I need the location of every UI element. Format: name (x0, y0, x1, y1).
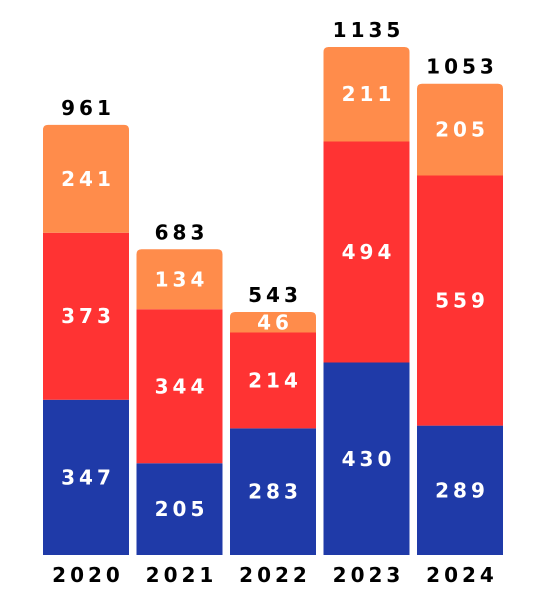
bar-segment-2023-1 (323, 141, 410, 363)
bar-segment-2022-2 (230, 311, 316, 333)
segment-value-label-2023-1: 494 (342, 240, 396, 264)
bar-segment-2020-0 (43, 399, 129, 555)
category-label-2020: 2020 (52, 563, 124, 587)
category-label-2023: 2023 (333, 563, 405, 587)
bar-segment-2023-0 (323, 362, 410, 555)
segment-value-label-2021-1: 344 (155, 374, 209, 398)
category-label-2024: 2024 (426, 563, 498, 587)
bar-segment-2022-0 (230, 428, 316, 555)
bar-segment-2021-0 (136, 463, 223, 555)
segment-value-label-2022-1: 214 (248, 368, 302, 392)
bar-segment-2021-1 (136, 309, 223, 464)
segment-value-label-2024-2: 205 (435, 118, 489, 142)
category-label-2022: 2022 (239, 563, 311, 587)
total-label-2023: 1135 (333, 18, 405, 42)
bar-segment-2023-2 (323, 47, 410, 142)
segment-value-label-2023-2: 211 (342, 82, 396, 106)
bar-segment-2024-2 (417, 83, 503, 176)
bar-segment-2022-1 (230, 332, 316, 429)
total-label-2024: 1053 (426, 55, 498, 79)
segment-value-label-2020-2: 241 (61, 167, 115, 191)
segment-value-label-2024-0: 289 (435, 478, 489, 502)
total-label-2021: 683 (155, 220, 209, 244)
segment-value-label-2020-1: 373 (61, 304, 115, 328)
segment-value-label-2022-0: 283 (248, 480, 302, 504)
bars-layer (43, 47, 503, 555)
bar-segment-2020-2 (43, 124, 129, 233)
bar-segment-2021-2 (136, 249, 223, 310)
segment-value-label-2023-0: 430 (342, 447, 396, 471)
bar-segment-2024-0 (417, 425, 503, 555)
segment-value-label-2024-1: 559 (435, 289, 489, 313)
segment-value-label-2021-0: 205 (155, 497, 209, 521)
bar-segment-2024-1 (417, 175, 503, 426)
segment-value-label-2020-0: 347 (61, 465, 115, 489)
bar-segment-2020-1 (43, 232, 129, 400)
segment-value-label-2022-2: 46 (257, 310, 293, 334)
category-label-2021: 2021 (146, 563, 218, 587)
labels-layer: 347 373 241 961 2020 205 344 134 683 2021 283 214 46… (52, 18, 498, 587)
total-label-2020: 961 (61, 96, 115, 120)
segment-value-label-2021-2: 134 (155, 267, 209, 291)
total-label-2022: 543 (248, 283, 302, 307)
